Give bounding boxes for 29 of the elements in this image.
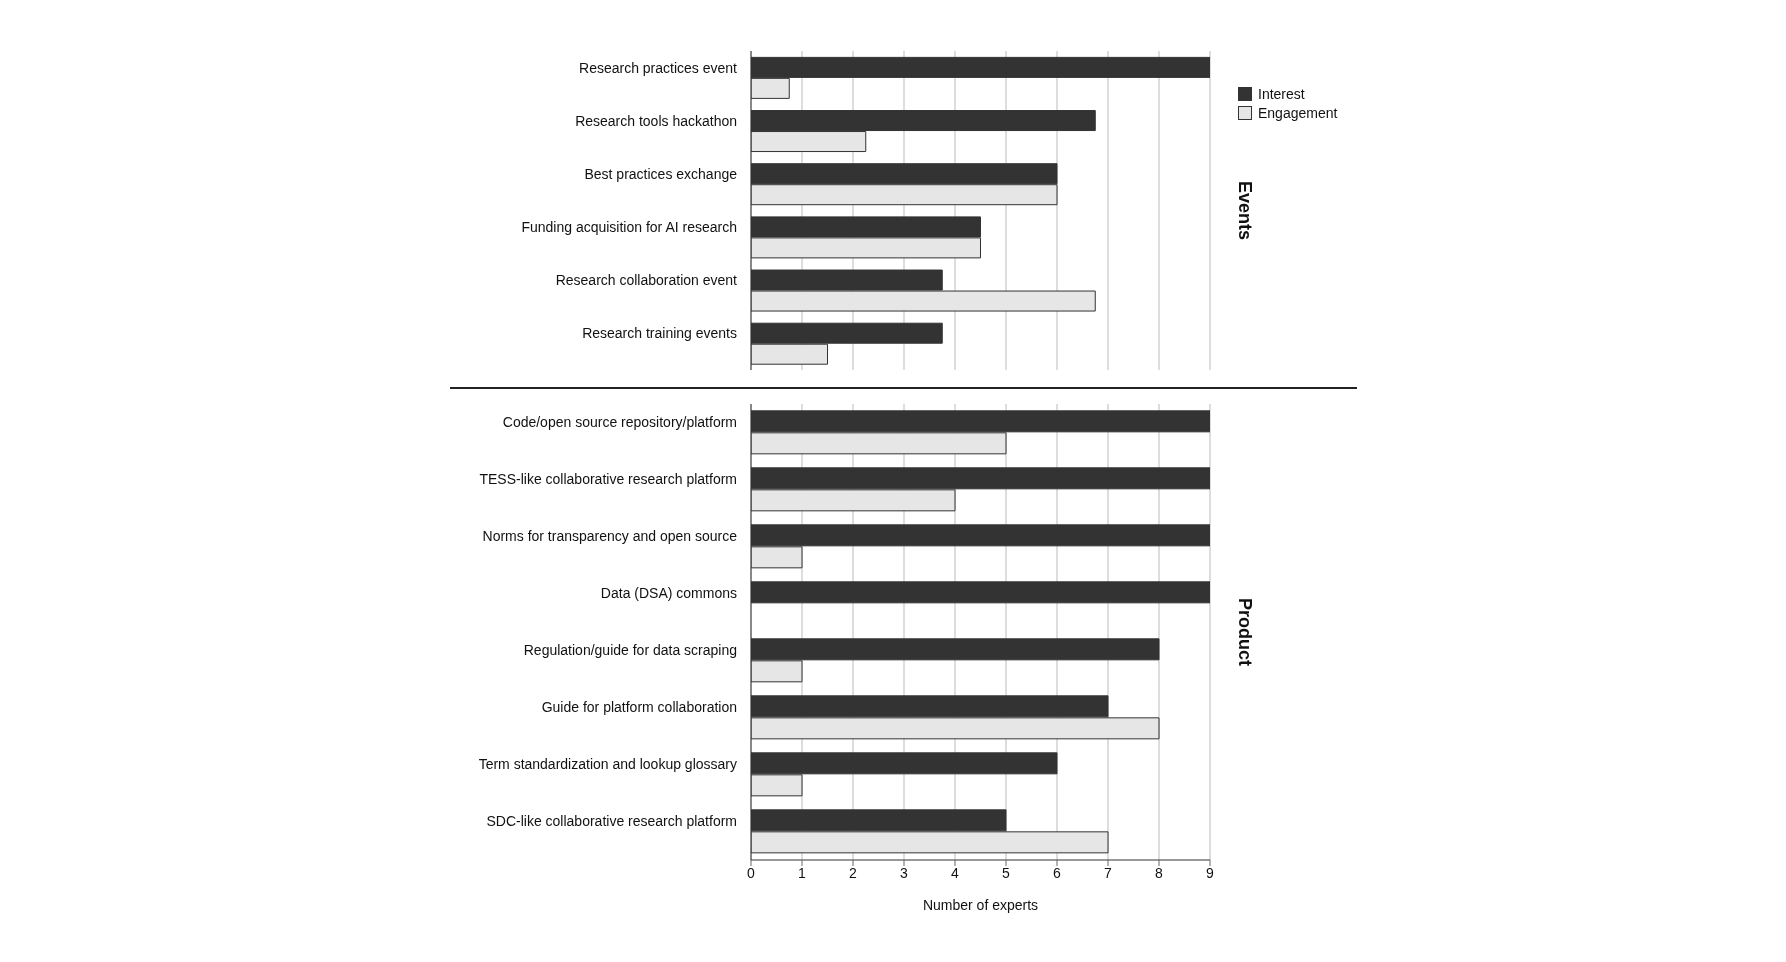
y-tick-label: SDC-like collaborative research platform [486, 813, 737, 830]
x-tick-label: 5 [1002, 864, 1011, 881]
y-tick-label: Code/open source repository/platform [502, 414, 737, 431]
y-tick-label: Term standardization and lookup glossary [478, 756, 737, 773]
y-tick-label: Regulation/guide for data scraping [523, 642, 737, 659]
y-tick-label: Data (DSA) commons [600, 585, 737, 602]
y-tick-label: Research training events [582, 325, 737, 342]
y-tick-label: Research collaboration event [555, 272, 738, 289]
y2-axis-title: Events [1235, 180, 1256, 241]
x-tick-label: 9 [1206, 864, 1215, 881]
x-tick-label: 1 [798, 864, 807, 881]
legend-label: Interest [1258, 86, 1305, 102]
y-tick-label: Research tools hackathon [575, 112, 737, 129]
y-tick-label: Funding acquisition for AI research [521, 219, 737, 236]
x-tick-label: 2 [849, 864, 858, 881]
x-axis-title: Number of experts [922, 897, 1039, 913]
legend-label: Engagement [1258, 105, 1338, 121]
x-tick-label: 4 [951, 864, 960, 881]
x-tick-label: 8 [1155, 864, 1164, 881]
y-tick-label: Guide for platform collaboration [541, 699, 737, 716]
y2-axis-title: Product [1235, 597, 1256, 667]
y-tick-label: Best practices exchange [584, 165, 738, 182]
y-tick-label: Research practices event [579, 59, 738, 76]
x-tick-label: 7 [1104, 864, 1113, 881]
x-tick-label: 0 [747, 864, 756, 881]
x-tick-label: 6 [1053, 864, 1062, 881]
x-tick-label: 3 [900, 864, 909, 881]
y-tick-label: TESS-like collaborative research platform [479, 471, 737, 488]
y-tick-label: Norms for transparency and open source [482, 528, 738, 545]
